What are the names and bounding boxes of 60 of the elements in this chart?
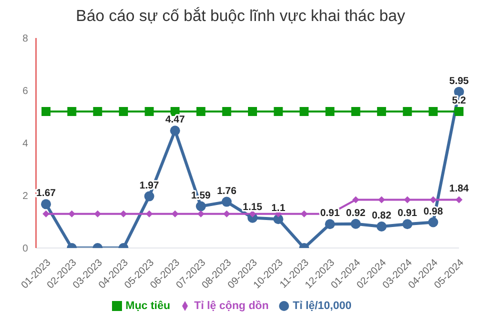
point xyxy=(428,217,438,228)
point xyxy=(404,196,411,204)
point xyxy=(223,210,230,218)
point xyxy=(197,210,204,218)
point xyxy=(172,210,179,218)
point xyxy=(402,107,412,116)
point xyxy=(222,107,232,116)
y-tick-label: 4 xyxy=(22,138,28,150)
legend-label: Tỉ lệ/10,000 xyxy=(292,300,352,312)
point xyxy=(68,210,76,218)
point xyxy=(430,196,437,204)
point xyxy=(146,210,153,218)
point xyxy=(352,196,360,204)
point xyxy=(67,107,76,116)
point xyxy=(144,191,154,202)
y-tick-label: 0 xyxy=(22,244,28,255)
point xyxy=(351,107,360,116)
point xyxy=(350,218,361,229)
chart-title: Báo cáo sự cố bắt buộc lĩnh vực khai thác bay xyxy=(74,8,406,27)
point xyxy=(93,107,102,116)
data-label: 5.95 xyxy=(449,76,470,87)
point xyxy=(118,107,128,116)
y-tick-label: 8 xyxy=(22,34,28,45)
point xyxy=(402,219,412,230)
data-label: 1.15 xyxy=(242,202,263,213)
point xyxy=(196,107,206,116)
point xyxy=(41,199,51,210)
point xyxy=(222,196,232,207)
point xyxy=(248,107,257,116)
data-label: 1.1 xyxy=(271,203,286,214)
data-label: 1.84 xyxy=(449,184,470,195)
point xyxy=(376,221,387,232)
data-label: 0.91 xyxy=(398,208,418,220)
point xyxy=(196,201,206,212)
point xyxy=(144,107,154,116)
point xyxy=(454,107,464,116)
data-label: 0.92 xyxy=(346,208,366,219)
data-label: 0.82 xyxy=(372,210,392,222)
data-label: 1.67 xyxy=(36,188,56,200)
point xyxy=(428,107,438,116)
data-label: 4.47 xyxy=(165,114,186,126)
point xyxy=(324,219,335,230)
point xyxy=(120,210,127,218)
point xyxy=(42,210,50,218)
point xyxy=(94,210,102,218)
y-tick-label: 2 xyxy=(22,191,28,202)
point xyxy=(454,86,464,97)
point xyxy=(274,107,283,116)
point xyxy=(300,210,308,218)
point xyxy=(378,196,386,204)
point xyxy=(377,107,386,116)
point xyxy=(325,107,334,116)
point xyxy=(170,126,180,136)
data-label: 1.76 xyxy=(216,186,237,197)
point xyxy=(456,196,462,204)
legend-label: Tỉ lệ cộng dồn xyxy=(194,300,269,312)
legend-label: Mục tiêu xyxy=(126,300,170,312)
point xyxy=(300,107,309,116)
y-tick-label: 6 xyxy=(22,86,28,98)
point xyxy=(42,107,50,116)
